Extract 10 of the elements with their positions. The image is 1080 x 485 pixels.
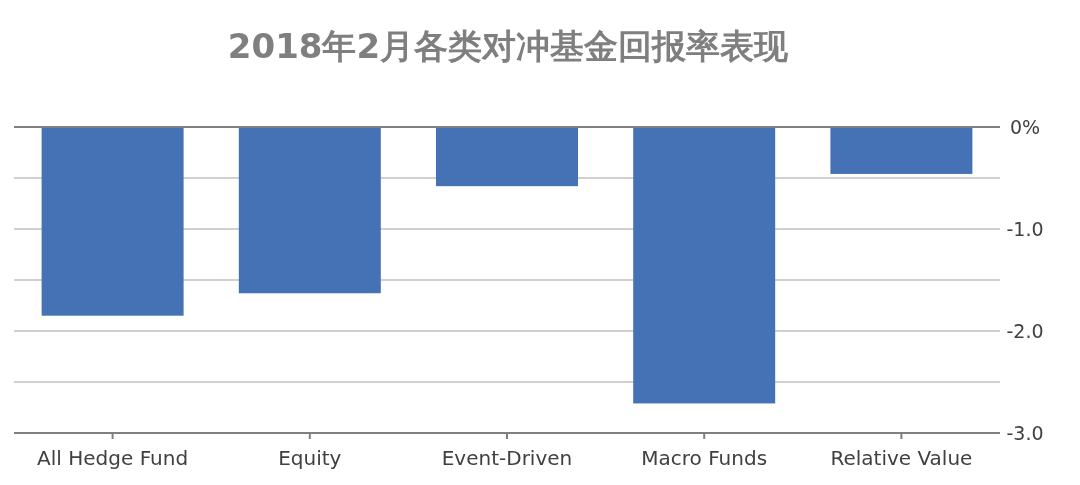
- y-tick-label: -2.0: [1006, 320, 1044, 342]
- x-tick-label: All Hedge Fund: [37, 446, 189, 470]
- x-tick-label: Relative Value: [830, 446, 973, 470]
- x-tick-label: Event-Driven: [441, 446, 573, 470]
- chart-title: 2018年2月各类对冲基金回报率表现: [227, 26, 790, 66]
- y-tick-label: -1.0: [1006, 218, 1044, 240]
- x-tick-label: Macro Funds: [641, 446, 768, 470]
- x-tick-label: Equity: [278, 446, 342, 470]
- y-tick-label: 0%: [1009, 116, 1041, 138]
- y-tick-label: -3.0: [1006, 422, 1044, 444]
